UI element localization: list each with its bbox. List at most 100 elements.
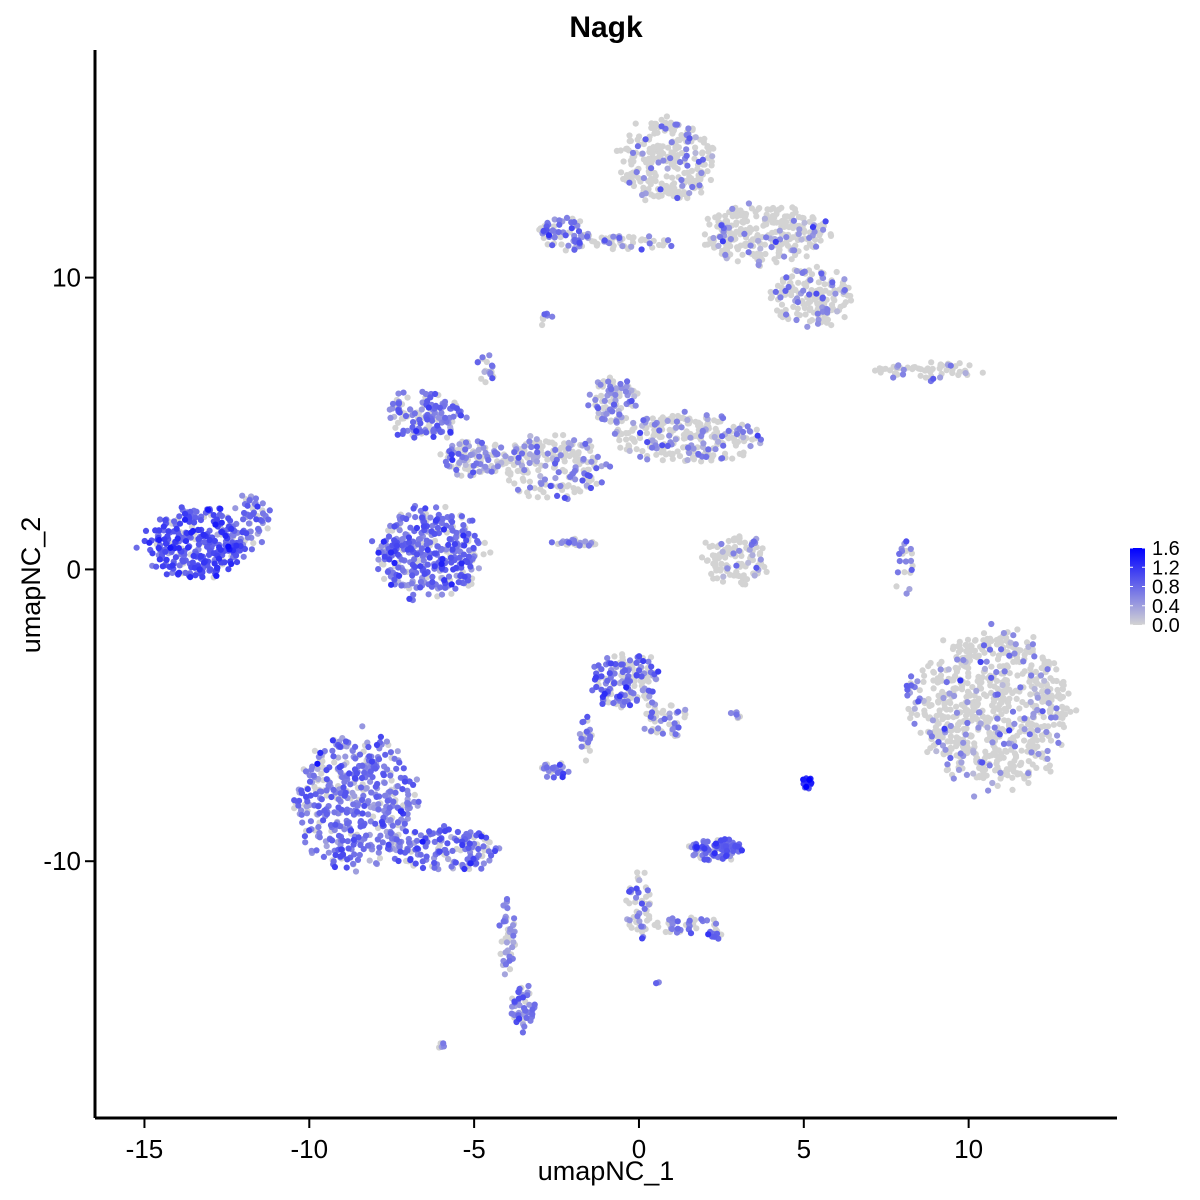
cell-point [795,279,802,286]
cell-point [598,686,605,693]
cell-point [733,568,740,576]
cell-point [336,764,343,771]
cell-point [436,827,444,835]
cell-point [613,385,620,392]
cell-point [989,779,996,787]
cell-point [454,828,461,836]
cell-point [720,573,727,580]
cell-point [586,391,593,398]
cell-point [375,549,382,556]
cell-point [509,944,516,951]
cell-point [698,432,705,440]
cell-point [623,684,630,691]
cell-point [958,686,966,693]
cell-point [646,915,653,922]
cell-point [331,759,338,766]
cell-point [914,678,921,685]
cell-point [492,441,499,448]
cell-point [760,222,767,229]
cell-point [386,804,393,812]
cell-point [951,692,958,700]
cell-point [319,758,326,765]
cell-point [695,158,703,165]
cell-point [400,765,407,772]
cell-point [526,438,533,445]
cell-point [426,554,433,561]
cell-point [411,791,418,799]
cell-point [658,421,665,428]
cell-point [737,207,744,214]
cell-point [941,725,948,732]
cell-point [370,813,377,820]
cell-point [440,1040,447,1047]
cell-point [232,505,239,512]
cell-point [921,707,928,714]
cell-point [449,546,456,553]
cell-point [314,765,321,773]
cell-point [374,780,381,788]
cell-point [748,205,756,212]
cell-point [768,244,775,251]
cell-point [1028,672,1035,679]
cell-point [672,731,679,738]
cell-point [526,1001,533,1008]
cell-point [700,440,707,447]
cell-point [646,693,653,700]
cell-point [651,421,658,428]
cell-point [417,563,424,570]
cell-point [749,552,756,559]
cell-point [565,482,572,489]
cell-point [718,560,725,568]
cell-point [379,821,386,828]
cell-point [442,503,449,511]
cell-point [582,440,589,447]
cell-point [692,149,699,157]
cell-point [960,657,967,664]
cell-point [399,430,406,437]
cell-point [1054,732,1061,739]
cell-point [210,511,217,519]
cell-point [434,593,441,600]
cell-point [494,463,501,470]
cell-point [315,824,322,831]
cell-point [698,458,705,465]
cell-point [444,840,451,847]
cell-point [486,857,493,864]
cell-point [633,169,640,176]
cell-point [790,217,798,224]
cell-point [178,504,185,511]
cell-point [611,653,618,660]
cell-point [428,583,435,590]
cell-point [810,215,817,222]
cell-point [595,405,602,412]
cell-point [676,453,684,460]
cell-point [689,454,697,461]
cell-point [921,367,929,374]
cell-point [503,896,511,903]
cell-point [1028,741,1035,749]
cell-point [599,415,606,422]
cell-point [233,542,240,549]
cell-point [461,542,468,549]
cell-point [155,544,162,552]
cell-point [1041,677,1048,684]
cell-point [415,536,423,543]
cell-point [387,830,394,837]
cell-point [255,525,262,533]
cell-point [955,766,963,774]
cell-point [659,730,667,737]
cell-point [343,809,350,816]
cell-point [176,569,183,576]
cell-point [358,774,366,782]
cell-point [335,754,342,761]
cell-point [818,270,825,277]
cell-point [460,522,467,529]
cell-point [669,174,676,181]
cell-point [462,446,469,453]
cell-point [374,836,381,843]
cell-point [701,845,708,852]
cell-point [750,538,757,545]
cell-point [526,478,534,485]
cell-point [988,674,995,681]
cell-point [335,832,343,839]
